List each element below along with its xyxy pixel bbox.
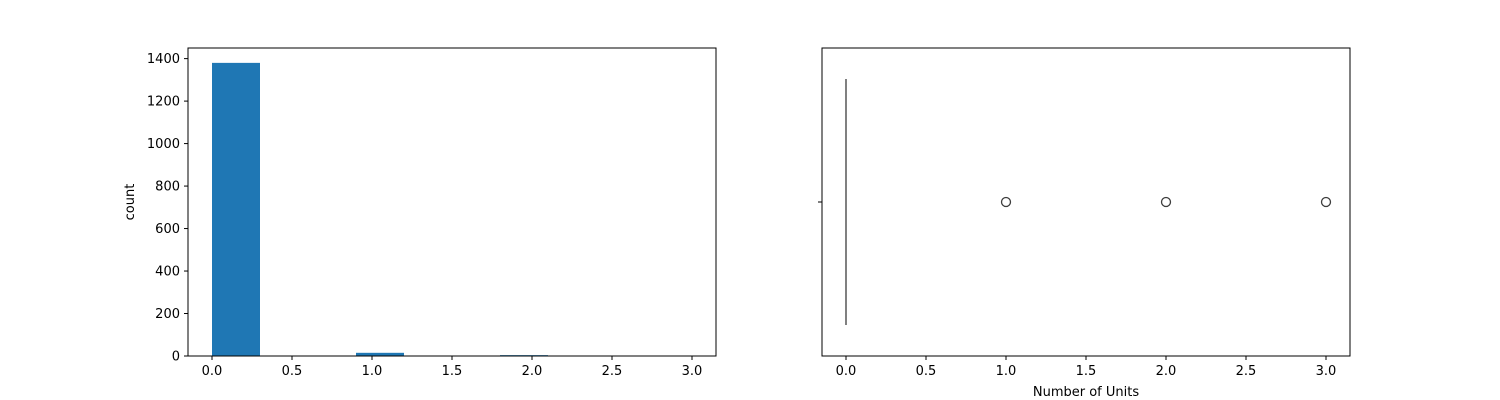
histogram-y-tick-label: 1200: [147, 95, 180, 110]
histogram-y-ticks: 0 200 400 600 800 1000 1200 1400: [147, 52, 188, 365]
histogram-y-tick-label: 600: [155, 222, 180, 237]
boxplot-elements: [845, 79, 1332, 325]
histogram-y-tick-label: 1400: [147, 52, 180, 67]
histogram-bar: [356, 352, 404, 356]
histogram-panel: 0.0 0.5 1.0 1.5 2.0 2.5 3.0 0 200 400 600 800 1000 1…: [123, 47, 717, 379]
histogram-x-tick-label: 2.0: [522, 364, 543, 379]
histogram-y-axis-label: count: [123, 184, 138, 221]
boxplot-outlier: [1320, 196, 1332, 208]
boxplot-x-tick-label: 0.5: [916, 364, 937, 379]
histogram-y-tick-label: 0: [172, 350, 180, 365]
histogram-y-tick-label: 1000: [147, 137, 180, 152]
boxplot-outlier: [1000, 196, 1012, 208]
boxplot-x-ticks: 0.0 0.5 1.0 1.5 2.0 2.5 3.0: [836, 356, 1337, 379]
histogram-x-tick-label: 1.0: [362, 364, 383, 379]
histogram-bars: [212, 62, 692, 357]
histogram-y-tick-label: 400: [155, 265, 180, 280]
boxplot-x-tick-label: 3.0: [1316, 364, 1337, 379]
boxplot-x-tick-label: 2.5: [1236, 364, 1257, 379]
histogram-x-tick-label: 1.5: [442, 364, 463, 379]
histogram-x-tick-label: 3.0: [682, 364, 703, 379]
boxplot-x-tick-label: 1.5: [1076, 364, 1097, 379]
boxplot-panel: 0.0 0.5 1.0 1.5 2.0 2.5 3.0 Number of Units: [818, 47, 1351, 400]
boxplot-x-tick-label: 2.0: [1156, 364, 1177, 379]
histogram-x-tick-label: 2.5: [602, 364, 623, 379]
histogram-x-tick-label: 0.5: [282, 364, 303, 379]
histogram-x-ticks: 0.0 0.5 1.0 1.5 2.0 2.5 3.0: [202, 356, 703, 379]
boxplot-x-tick-label: 0.0: [836, 364, 857, 379]
histogram-bar: [212, 62, 260, 357]
histogram-y-tick-label: 200: [155, 307, 180, 322]
boxplot-outlier: [1160, 196, 1172, 208]
histogram-y-tick-label: 800: [155, 180, 180, 195]
boxplot-x-axis-label: Number of Units: [1033, 385, 1139, 400]
histogram-x-tick-label: 0.0: [202, 364, 223, 379]
boxplot-x-tick-label: 1.0: [996, 364, 1017, 379]
